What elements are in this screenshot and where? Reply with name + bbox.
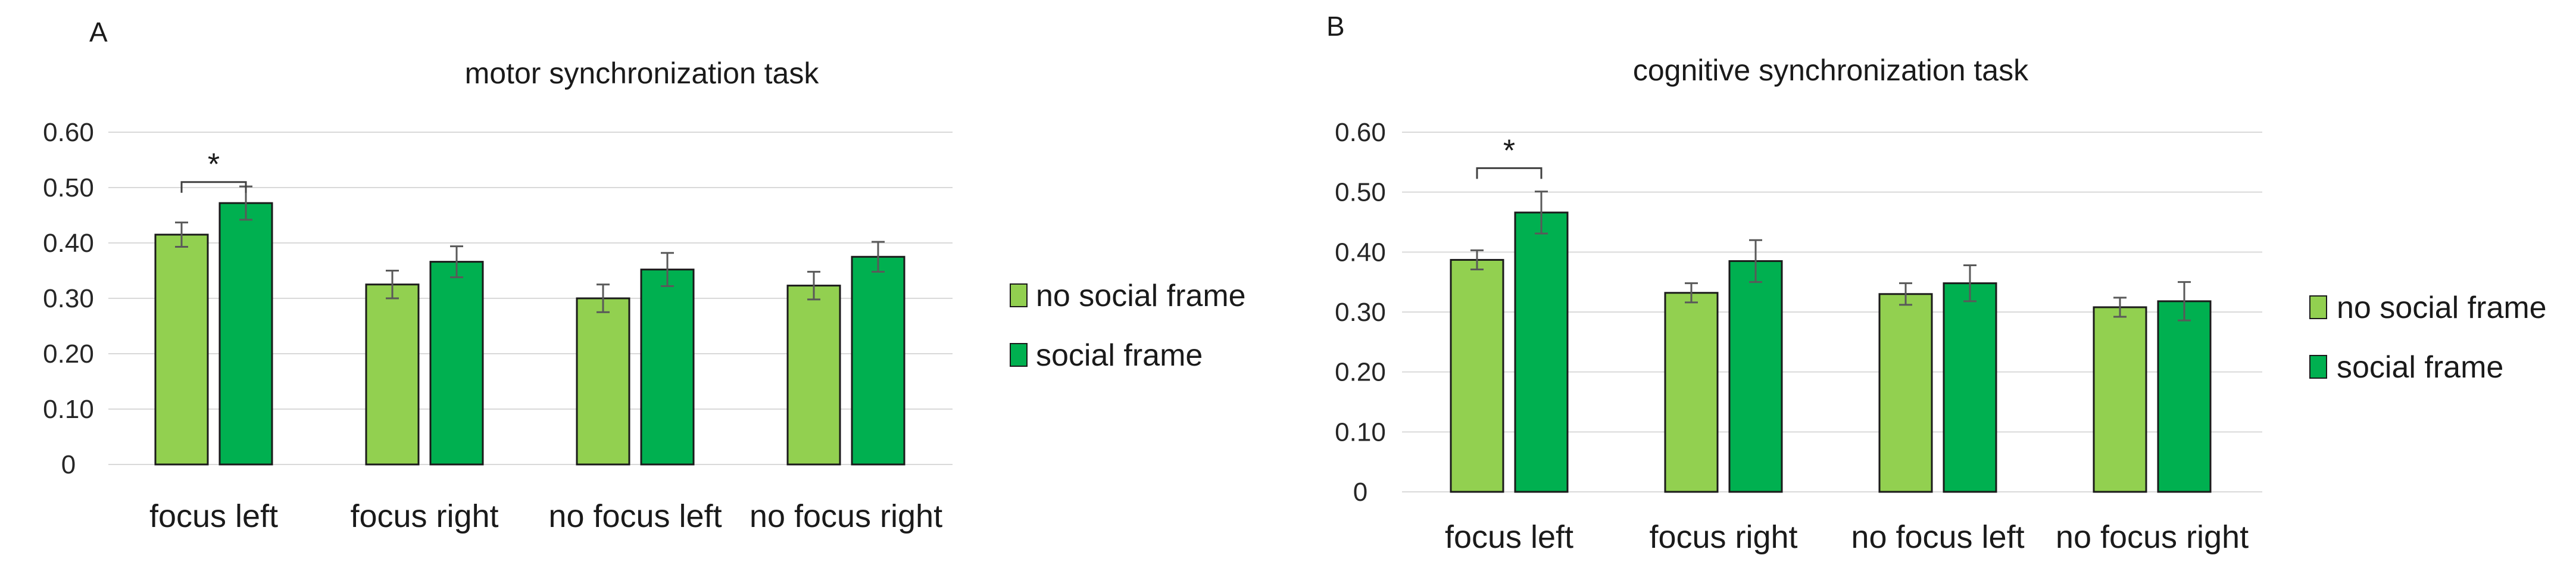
legend-cognitive: no social frame social frame: [2309, 291, 2547, 385]
bar-no-social-frame-no-focus-right: [786, 285, 841, 466]
y-tick-label-motor: 0.40: [43, 229, 94, 258]
category-label-no-focus-right: no focus right: [750, 498, 942, 534]
legend-label-no-social-frame: no social frame: [2337, 291, 2547, 325]
error-bar-no-social-frame-focus-right: [386, 270, 399, 300]
bar-no-social-frame-no-focus-left: [576, 297, 630, 466]
y-tick-label-cognitive: 0.60: [1335, 118, 1386, 147]
bar-social-frame-focus-right: [1728, 260, 1783, 493]
y-tick-label-cognitive: 0.40: [1335, 238, 1386, 267]
bar-no-social-frame-focus-left: [154, 233, 209, 466]
chart-title-motor: motor synchronization task: [465, 57, 820, 90]
category-label-focus-right: focus right: [1649, 519, 1797, 555]
bar-social-frame-focus-right: [429, 261, 484, 466]
legend-label-social-frame: social frame: [2337, 350, 2503, 385]
y-tick-label-motor: 0.20: [43, 339, 94, 369]
significance-star-cognitive: *: [1503, 133, 1515, 168]
error-bars-cognitive: [1470, 191, 2191, 322]
bars-cognitive: [1450, 211, 2212, 493]
legend-label-no-social-frame: no social frame: [1036, 279, 1246, 313]
significance-motor: *: [180, 148, 247, 193]
bar-no-social-frame-focus-left: [1450, 258, 1504, 493]
error-bar-social-frame-focus-left: [1535, 191, 1548, 235]
category-label-no-focus-left: no focus left: [1851, 519, 2024, 555]
significance-cognitive: *: [1476, 133, 1543, 179]
legend-swatch-social-frame: [1010, 343, 1028, 367]
error-bar-no-social-frame-no-focus-left: [597, 283, 610, 313]
legend-swatch-no-social-frame: [1010, 283, 1028, 307]
chart-title-cognitive: cognitive synchronization task: [1633, 54, 2029, 87]
legend-swatch-social-frame: [2309, 355, 2327, 379]
y-tick-labels-cognitive: 0 0.10 0.20 0.30 0.40 0.50 0.60: [1335, 118, 1386, 507]
y-tick-label-cognitive: 0.50: [1335, 178, 1386, 207]
error-bar-no-social-frame-no-focus-left: [1899, 282, 1912, 306]
legend-swatch-no-social-frame: [2309, 295, 2327, 319]
error-bar-no-social-frame-focus-left: [175, 222, 188, 248]
bar-social-frame-focus-left: [218, 202, 273, 466]
bar-social-frame-no-focus-left: [640, 269, 695, 466]
panel-letter-a: A: [89, 17, 108, 48]
y-tick-label-cognitive: 0.30: [1335, 298, 1386, 327]
error-bar-no-social-frame-no-focus-right: [2113, 297, 2127, 318]
error-bar-no-social-frame-focus-right: [1685, 282, 1698, 304]
bar-no-social-frame-no-focus-right: [2093, 306, 2147, 493]
category-label-focus-left: focus left: [1445, 519, 1573, 555]
error-bar-social-frame-no-focus-left: [1963, 264, 1977, 302]
category-label-focus-right: focus right: [350, 498, 498, 534]
error-bars-motor: [175, 185, 885, 313]
category-label-no-focus-right: no focus right: [2056, 519, 2249, 555]
error-bar-social-frame-focus-right: [450, 245, 463, 279]
y-tick-label-motor: 0: [61, 450, 76, 479]
category-labels-motor: focus left focus right no focus left no foc…: [149, 498, 942, 534]
error-bar-social-frame-focus-right: [1749, 239, 1762, 283]
y-tick-label-cognitive: 0.10: [1335, 417, 1386, 447]
category-labels-cognitive: focus left focus right no focus left no foc…: [1445, 519, 2249, 555]
y-tick-label-cognitive: 0: [1353, 478, 1367, 507]
error-bar-social-frame-no-focus-right: [2178, 281, 2191, 322]
y-tick-labels-motor: 0 0.10 0.20 0.30 0.40 0.50 0.60: [43, 118, 94, 479]
bars-motor: [154, 202, 905, 466]
error-bar-no-social-frame-focus-left: [1470, 249, 1484, 271]
error-bar-social-frame-no-focus-left: [661, 252, 674, 288]
category-label-focus-left: focus left: [149, 498, 278, 534]
significance-bracket-motor: [180, 181, 247, 193]
bar-no-social-frame-focus-right: [1664, 292, 1719, 493]
legend-motor: no social frame social frame: [1010, 279, 1246, 373]
chart-cognitive-synchronization: B cognitive synchronization task 0 0.10 0.…: [1326, 11, 2547, 555]
significance-star-motor: *: [208, 148, 220, 182]
bar-social-frame-no-focus-left: [1943, 282, 1997, 493]
y-tick-label-motor: 0.60: [43, 118, 94, 147]
y-tick-label-motor: 0.50: [43, 173, 94, 202]
chart-motor-synchronization: A motor synchronization task 0 0.10 0.20 0.…: [43, 17, 1245, 534]
bar-no-social-frame-no-focus-left: [1878, 293, 1933, 493]
error-bar-social-frame-no-focus-right: [872, 241, 885, 273]
bar-no-social-frame-focus-right: [365, 283, 420, 466]
bar-social-frame-no-focus-right: [2157, 300, 2212, 493]
significance-bracket-cognitive: [1476, 167, 1543, 179]
y-tick-label-cognitive: 0.20: [1335, 358, 1386, 387]
y-tick-label-motor: 0.30: [43, 284, 94, 313]
y-tick-label-motor: 0.10: [43, 395, 94, 424]
panel-letter-b: B: [1326, 11, 1345, 42]
bar-social-frame-no-focus-right: [851, 255, 905, 466]
category-label-no-focus-left: no focus left: [548, 498, 722, 534]
error-bar-no-social-frame-no-focus-right: [807, 270, 820, 301]
bar-social-frame-focus-left: [1514, 211, 1569, 493]
legend-label-social-frame: social frame: [1036, 338, 1203, 373]
